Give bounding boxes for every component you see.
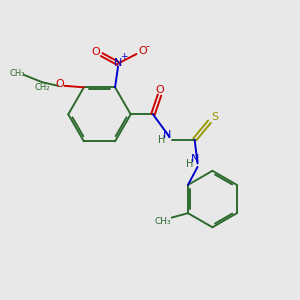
Text: O: O — [92, 46, 100, 57]
Text: H: H — [158, 135, 165, 145]
Text: -: - — [146, 41, 150, 51]
Text: O: O — [56, 79, 64, 89]
Text: N: N — [114, 58, 122, 68]
Text: +: + — [120, 52, 128, 62]
Text: S: S — [211, 112, 218, 122]
Text: O: O — [155, 85, 164, 95]
Text: CH₂: CH₂ — [34, 83, 50, 92]
Text: CH₃: CH₃ — [10, 69, 25, 78]
Text: N: N — [163, 130, 171, 140]
Text: H: H — [185, 159, 193, 169]
Text: CH₃: CH₃ — [154, 217, 171, 226]
Text: N: N — [190, 154, 199, 164]
Text: O: O — [138, 46, 147, 56]
